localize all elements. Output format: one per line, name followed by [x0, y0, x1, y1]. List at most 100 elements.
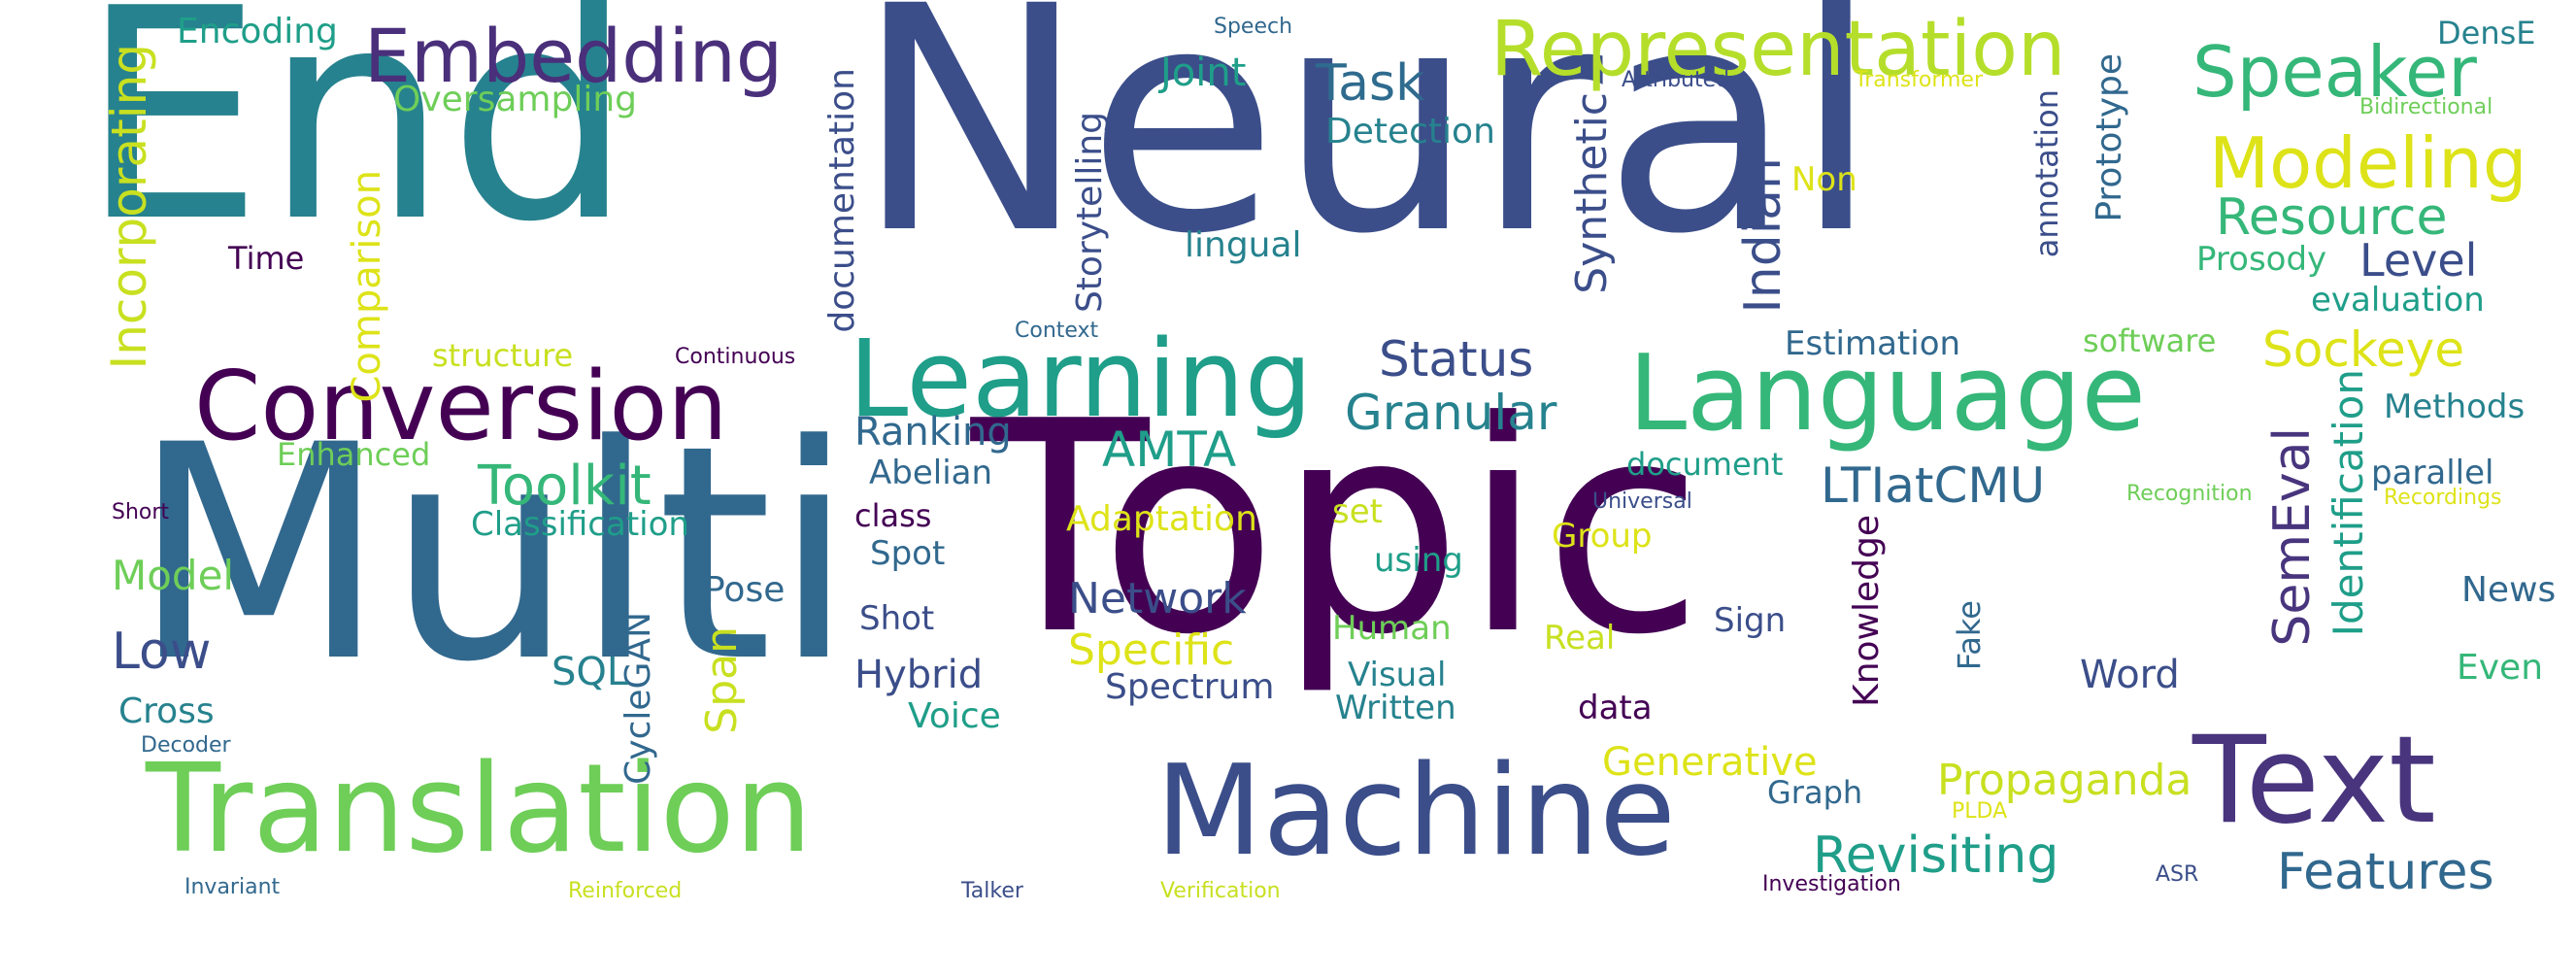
- word-using: using: [1374, 541, 1463, 580]
- word-asr: ASR: [2156, 862, 2199, 887]
- word-spectrum: Spectrum: [1105, 667, 1275, 707]
- word-cross: Cross: [118, 691, 215, 731]
- word-group: Group: [1552, 517, 1653, 556]
- word-span: Span: [697, 626, 747, 734]
- word-generative: Generative: [1602, 740, 1818, 785]
- word-incorporating: Incorporating: [101, 44, 157, 370]
- word-short: Short: [112, 500, 170, 524]
- word-software: software: [2083, 322, 2217, 359]
- word-comparison: Comparison: [345, 170, 389, 403]
- word-propaganda: Propaganda: [1937, 756, 2192, 805]
- word-continuous: Continuous: [675, 345, 796, 369]
- word-recognition: Recognition: [2126, 482, 2253, 506]
- word-attributed: Attributed: [1622, 68, 1730, 92]
- word-methods: Methods: [2384, 388, 2526, 426]
- word-estimation: Estimation: [1785, 324, 1961, 363]
- word-sql: SQL: [552, 650, 629, 694]
- word-network: Network: [1068, 574, 1247, 624]
- word-word: Word: [2080, 653, 2180, 697]
- word-representation: Representation: [1490, 6, 2066, 93]
- word-model: Model: [112, 552, 235, 599]
- word-revisiting: Revisiting: [1813, 826, 2059, 885]
- word-sockeye: Sockeye: [2262, 321, 2465, 378]
- word-time: Time: [228, 240, 305, 277]
- word-oversampling: Oversampling: [393, 80, 637, 119]
- word-identification: Identification: [2325, 369, 2372, 637]
- word-spot: Spot: [870, 534, 946, 573]
- word-status: Status: [1379, 331, 1534, 388]
- word-documentation: documentation: [822, 68, 862, 333]
- word-speech: Speech: [1214, 15, 1293, 39]
- word-invariant: Invariant: [184, 875, 281, 899]
- word-specific: Specific: [1068, 625, 1235, 675]
- word-adaptation: Adaptation: [1066, 499, 1257, 539]
- word-encoding: Encoding: [177, 12, 338, 51]
- word-learning: Learning: [849, 317, 1313, 441]
- word-task: Task: [1316, 54, 1425, 113]
- word-verification: Verification: [1160, 879, 1281, 903]
- word-translation: Translation: [146, 737, 813, 880]
- word-amta: AMTA: [1102, 422, 1237, 478]
- word-machine: Machine: [1155, 739, 1676, 884]
- word-ltiatcmu: LTIatCMU: [1821, 457, 2046, 514]
- word-multi: Multi: [131, 382, 855, 726]
- word-even: Even: [2457, 648, 2544, 688]
- word-graph: Graph: [1767, 774, 1863, 811]
- word-abelian: Abelian: [869, 454, 993, 492]
- word-synthetic: Synthetic: [1567, 92, 1617, 294]
- word-storytelling: Storytelling: [1070, 112, 1110, 314]
- word-news: News: [2461, 570, 2557, 610]
- word-resource: Resource: [2216, 188, 2448, 247]
- word-semeval: SemEval: [2263, 427, 2322, 647]
- word-topic: Topic: [971, 359, 1704, 698]
- word-class: class: [854, 497, 932, 534]
- word-ranking: Ranking: [854, 410, 1012, 455]
- word-evaluation: evaluation: [2311, 281, 2485, 320]
- word-conversion: Conversion: [194, 352, 728, 462]
- word-neural: Neural: [854, 0, 1880, 302]
- word-pose: Pose: [704, 570, 786, 610]
- word-reinforced: Reinforced: [568, 879, 683, 903]
- word-decoder: Decoder: [141, 733, 231, 758]
- word-knowledge: Knowledge: [1847, 515, 1887, 707]
- word-prosody: Prosody: [2196, 240, 2327, 279]
- word-prototype: Prototype: [2090, 53, 2129, 222]
- word-data: data: [1578, 689, 1653, 727]
- word-non: Non: [1791, 160, 1857, 199]
- word-sign: Sign: [1714, 601, 1787, 640]
- word-parallel: parallel: [2371, 454, 2494, 492]
- word-speaker: Speaker: [2192, 31, 2477, 113]
- word-talker: Talker: [961, 879, 1023, 903]
- word-features: Features: [2277, 843, 2494, 901]
- word-toolkit: Toolkit: [478, 455, 652, 518]
- word-real: Real: [1544, 619, 1616, 658]
- word-bidirectional: Bidirectional: [2359, 95, 2493, 119]
- word-voice: Voice: [908, 696, 1001, 736]
- word-document: document: [1626, 446, 1784, 483]
- word-language: Language: [1628, 333, 2146, 455]
- word-shot: Shot: [859, 599, 935, 638]
- word-low: Low: [112, 623, 212, 681]
- word-level: Level: [2359, 234, 2478, 287]
- word-end: End: [80, 0, 634, 286]
- word-visual: Visual: [1348, 656, 1447, 694]
- word-investigation: Investigation: [1762, 872, 1901, 896]
- word-dense: DensE: [2437, 15, 2536, 51]
- word-classification: Classification: [471, 505, 689, 544]
- word-text: Text: [2192, 711, 2436, 851]
- word-embedding: Embedding: [364, 13, 784, 99]
- word-set: set: [1332, 492, 1383, 531]
- word-plda: PLDA: [1952, 799, 2008, 824]
- word-indian: Indian: [1734, 157, 1792, 314]
- word-lingual: lingual: [1185, 225, 1302, 265]
- word-enhanced: Enhanced: [277, 436, 431, 473]
- word-recordings: Recordings: [2384, 486, 2502, 510]
- word-granular: Granular: [1345, 385, 1557, 441]
- word-transformer: Transformer: [1855, 68, 1984, 92]
- word-detection: Detection: [1325, 112, 1495, 152]
- word-modeling: Modeling: [2209, 122, 2527, 204]
- word-written: Written: [1335, 689, 1456, 727]
- word-human: Human: [1332, 609, 1452, 648]
- word-hybrid: Hybrid: [854, 653, 984, 697]
